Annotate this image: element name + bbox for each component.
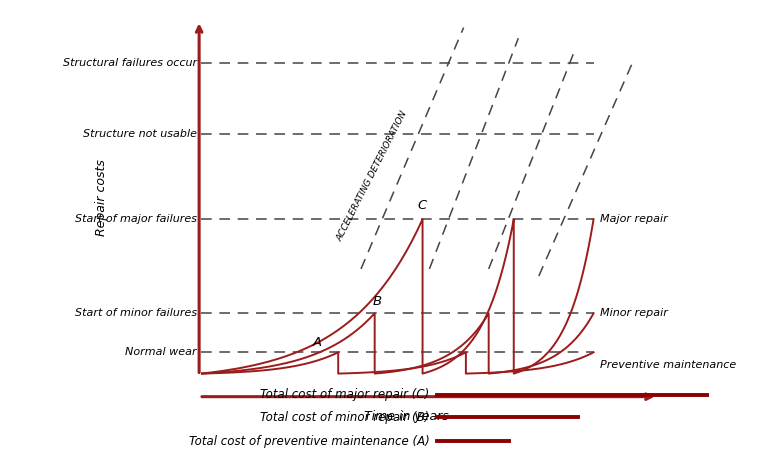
Text: Preventive maintenance: Preventive maintenance — [600, 360, 736, 370]
Text: ACCELERATING DETERIORATION: ACCELERATING DETERIORATION — [335, 110, 410, 243]
Text: Repair costs: Repair costs — [94, 160, 108, 236]
Text: Structure not usable: Structure not usable — [83, 129, 197, 139]
Text: B: B — [372, 295, 382, 308]
Text: Normal wear: Normal wear — [125, 347, 197, 357]
Text: Structural failures occur: Structural failures occur — [63, 58, 197, 68]
Text: Total cost of preventive maintenance (A): Total cost of preventive maintenance (A) — [188, 435, 429, 448]
Text: Time in years: Time in years — [364, 410, 449, 423]
Text: Minor repair: Minor repair — [600, 308, 668, 318]
Text: Major repair: Major repair — [600, 214, 668, 224]
Text: Start of minor failures: Start of minor failures — [74, 308, 197, 318]
Text: Total cost of major repair (C): Total cost of major repair (C) — [260, 389, 429, 401]
Text: C: C — [418, 199, 427, 212]
Text: Total cost of minor repair (B): Total cost of minor repair (B) — [260, 411, 429, 424]
Text: Start of major failures: Start of major failures — [74, 214, 197, 224]
Text: A: A — [313, 336, 322, 349]
